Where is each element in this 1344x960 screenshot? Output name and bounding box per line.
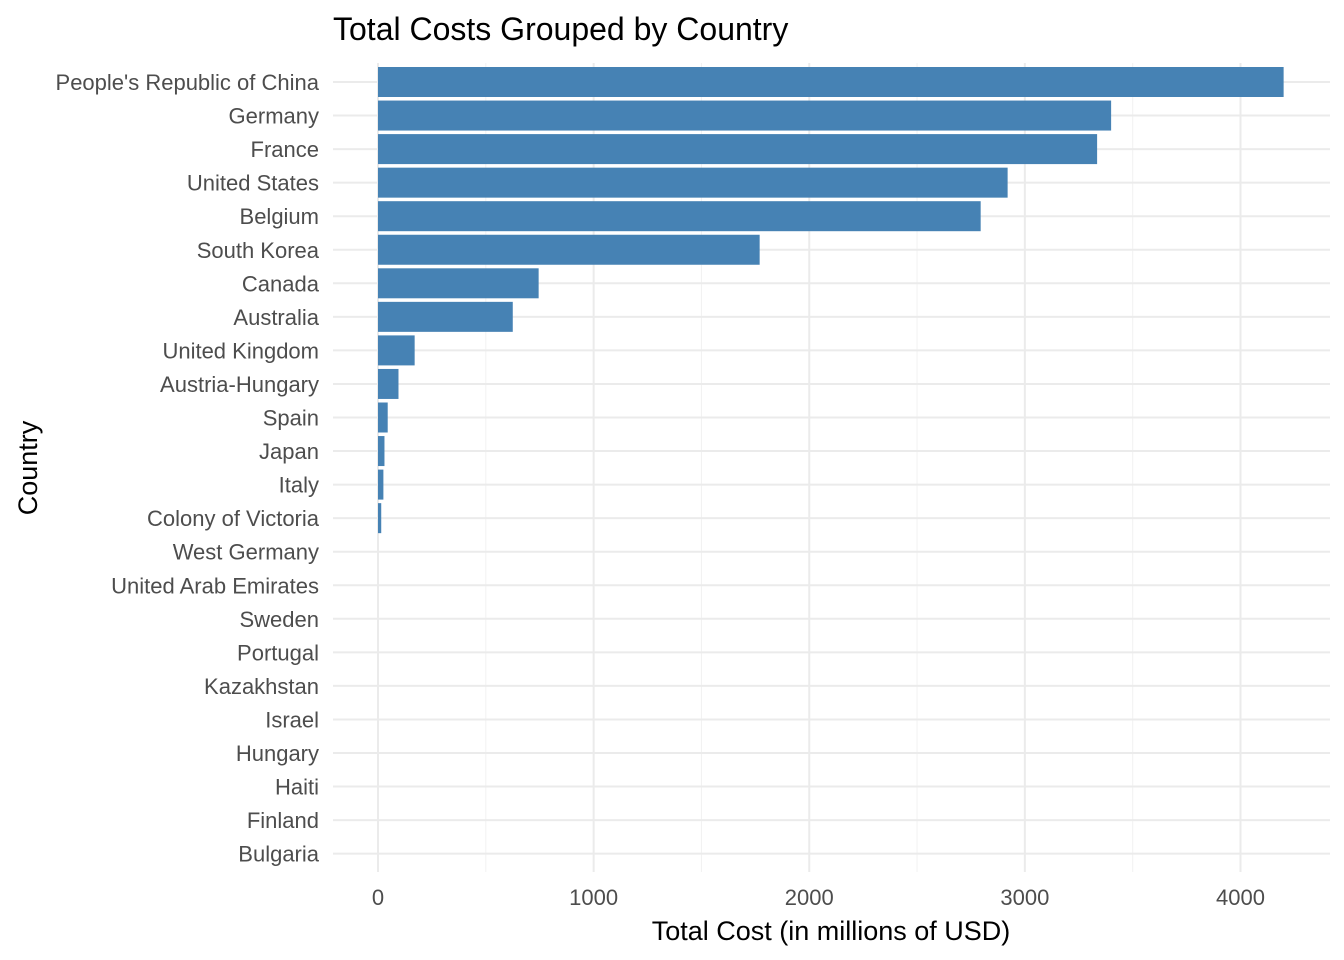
category-tick-label: United Kingdom xyxy=(162,338,319,363)
x-tick-label: 4000 xyxy=(1216,885,1265,910)
bar xyxy=(378,268,539,299)
bar xyxy=(378,134,1098,165)
category-tick-label: Sweden xyxy=(239,607,319,632)
category-tick-label: Colony of Victoria xyxy=(147,506,320,531)
bar xyxy=(378,436,385,467)
chart-title: Total Costs Grouped by Country xyxy=(333,11,788,47)
category-tick-label: Italy xyxy=(279,473,319,498)
category-tick-label: Spain xyxy=(263,406,319,431)
category-tick-label: France xyxy=(251,137,319,162)
bar xyxy=(378,67,1284,97)
category-tick-label: United States xyxy=(187,171,319,196)
x-tick-labels: 0 1000 2000 3000 4000 xyxy=(372,885,1265,910)
category-tick-label: People's Republic of China xyxy=(56,70,320,95)
bar xyxy=(378,167,1008,198)
bar xyxy=(378,335,415,366)
bar xyxy=(378,503,382,534)
bar xyxy=(378,301,513,332)
category-tick-label: Kazakhstan xyxy=(204,674,319,699)
bar xyxy=(378,469,384,500)
category-tick-label: Portugal xyxy=(237,640,319,665)
category-tick-label: Austria-Hungary xyxy=(160,372,319,397)
category-labels: People's Republic of China Germany France U… xyxy=(56,70,320,867)
category-tick-label: Israel xyxy=(265,707,319,732)
category-tick-label: Germany xyxy=(229,104,319,129)
category-tick-label: United Arab Emirates xyxy=(111,573,319,598)
bar xyxy=(378,368,399,399)
x-tick-label: 3000 xyxy=(1000,885,1049,910)
category-tick-label: Hungary xyxy=(236,741,319,766)
x-tick-label: 1000 xyxy=(569,885,618,910)
x-tick-label: 0 xyxy=(372,885,384,910)
category-tick-label: Australia xyxy=(233,305,319,330)
category-tick-label: Finland xyxy=(247,808,319,833)
category-tick-label: Haiti xyxy=(275,775,319,800)
category-tick-label: Canada xyxy=(242,271,320,296)
category-tick-label: Japan xyxy=(259,439,319,464)
bar xyxy=(378,201,981,232)
bars xyxy=(378,67,1284,534)
bar xyxy=(378,100,1112,131)
category-tick-label: Bulgaria xyxy=(238,842,319,867)
category-tick-label: South Korea xyxy=(197,238,320,263)
x-axis-title: Total Cost (in millions of USD) xyxy=(652,916,1011,946)
category-tick-label: West Germany xyxy=(173,540,319,565)
category-tick-label: Belgium xyxy=(240,204,319,229)
bar xyxy=(378,402,388,433)
y-axis-title: Country xyxy=(13,420,43,515)
bar xyxy=(378,234,760,265)
x-tick-label: 2000 xyxy=(785,885,834,910)
